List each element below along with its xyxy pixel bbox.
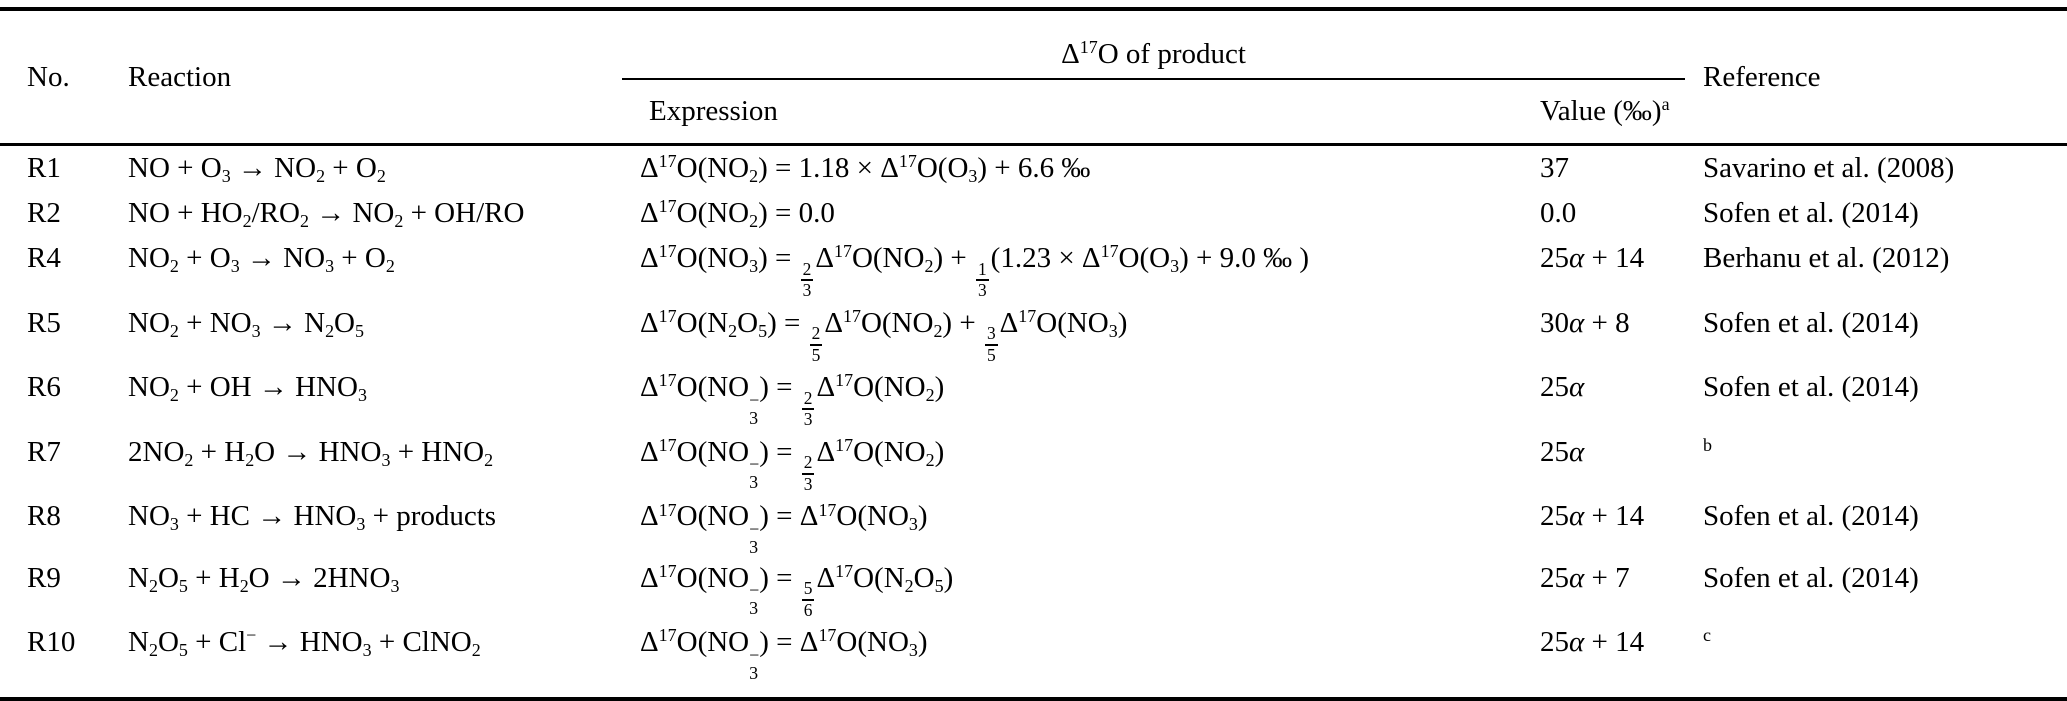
table-row: R7 2NO2 + H2O → HNO3 + HNO2 Δ17O(NO −3) = 2… [0,430,2067,495]
sub-sup-stack: −3 [749,580,760,619]
cell-no: R1 [27,152,61,184]
sub-sup-stack: −3 [749,518,760,557]
cell-reaction: NO2 + NO3 → N2O5 [128,306,364,341]
cell-reaction: N2O5 + Cl− → HNO3 + ClNO2 [128,625,481,661]
cell-expression: Δ17O(NO −3) = 5 6 Δ17O(N2O5) [640,560,954,620]
table-row: R6 NO2 + OH → HNO3 Δ17O(NO −3) = 2 3 Δ17O(NO2… [0,365,2067,430]
table-row: R4 NO2 + O3 → NO3 + O2 Δ17O(NO3) = 2 3 Δ17O(… [0,236,2067,301]
header-no: No. [0,9,110,146]
table-row: R8 NO3 + HC → HNO3 + products Δ17O(NO −3) =… [0,494,2067,555]
cell-no: R9 [27,561,61,594]
cell-reference: Savarino et al. (2008) [1703,152,1955,184]
header-product-group: Δ17O of product [622,9,1685,80]
cell-reference: Sofen et al. (2014) [1703,371,1919,404]
cell-expression: Δ17O(NO −3) = Δ17O(NO3) [640,625,928,683]
cell-value: 0.0 [1540,197,1577,229]
header-row-2: Expression Value (‰)a [0,79,2067,146]
cell-no: R8 [27,500,61,533]
cell-reaction: NO + O3 → NO2 + O2 [128,152,386,187]
cell-value: 30α + 8 [1540,306,1630,339]
sub-sup-stack: −3 [749,389,760,428]
table-row: R1 NO + O3 → NO2 + O2 Δ17O(NO2) = 1.18 × Δ… [0,145,2067,192]
cell-reference: Sofen et al. (2014) [1703,561,1919,594]
cell-no: R5 [27,306,61,339]
cell-reaction: NO + HO2/RO2 → NO2 + OH/RO [128,197,525,232]
cell-no: R7 [27,435,61,468]
cell-value: 25α + 14 [1540,242,1645,274]
reactions-table: No. Reaction Δ17O of product Reference E… [0,7,2067,701]
sub-sup-stack: −3 [749,454,760,493]
cell-reaction: NO3 + HC → HNO3 + products [128,500,497,535]
cell-value: 25α + 14 [1540,626,1645,659]
cell-expression: Δ17O(N2O5) = 2 5 Δ17O(NO2) + 3 5 Δ17O(NO3) [640,305,1128,365]
header-reaction: Reaction [110,9,622,146]
header-value: Value (‰)a [1522,79,1685,146]
cell-reference: Sofen et al. (2014) [1703,306,1919,339]
cell-reference: Sofen et al. (2014) [1703,500,1919,533]
table-header: No. Reaction Δ17O of product Reference E… [0,9,2067,146]
header-expression: Expression [622,79,1522,146]
table-body: R1 NO + O3 → NO2 + O2 Δ17O(NO2) = 1.18 × Δ… [0,145,2067,699]
cell-reaction: N2O5 + H2O → 2HNO3 [128,561,400,596]
header-reference: Reference [1685,9,2067,146]
cell-expression: Δ17O(NO −3) = 2 3 Δ17O(NO2) [640,370,945,430]
cell-no: R2 [27,197,61,229]
header-row-1: No. Reaction Δ17O of product Reference [0,9,2067,146]
cell-value: 25α + 14 [1540,500,1645,533]
table-row: R2 NO + HO2/RO2 → NO2 + OH/RO Δ17O(NO2) = … [0,191,2067,236]
cell-value: 25α [1540,371,1585,404]
cell-value: 25α + 7 [1540,561,1630,594]
sub-sup-stack: −3 [749,644,760,683]
cell-reference: Sofen et al. (2014) [1703,197,1919,229]
cell-value: 37 [1540,152,1569,184]
cell-value: 25α [1540,435,1585,468]
cell-reaction: 2NO2 + H2O → HNO3 + HNO2 [128,435,494,470]
cell-expression: Δ17O(NO −3) = Δ17O(NO3) [640,499,928,557]
cell-no: R4 [27,242,61,274]
cell-no: R6 [27,371,61,404]
cell-expression: Δ17O(NO2) = 0.0 [640,196,835,232]
cell-reference: c [1703,625,1711,646]
cell-expression: Δ17O(NO3) = 2 3 Δ17O(NO2) + 1 3 (1.23 × Δ17O… [640,241,1309,301]
table-row: R9 N2O5 + H2O → 2HNO3 Δ17O(NO −3) = 5 6 Δ17O(… [0,556,2067,621]
cell-expression: Δ17O(NO −3) = 2 3 Δ17O(NO2) [640,434,945,494]
table-row: R5 NO2 + NO3 → N2O5 Δ17O(N2O5) = 2 5 Δ17O(NO… [0,301,2067,366]
cell-reaction: NO2 + O3 → NO3 + O2 [128,242,395,277]
cell-expression: Δ17O(NO2) = 1.18 × Δ17O(O3) + 6.6 ‰ [640,151,1091,187]
cell-reference: b [1703,434,1712,455]
table-row: R10 N2O5 + Cl− → HNO3 + ClNO2 Δ17O(NO −3) =… [0,620,2067,698]
cell-no: R10 [27,626,76,659]
cell-reference: Berhanu et al. (2012) [1703,242,1950,274]
cell-reaction: NO2 + OH → HNO3 [128,371,367,406]
